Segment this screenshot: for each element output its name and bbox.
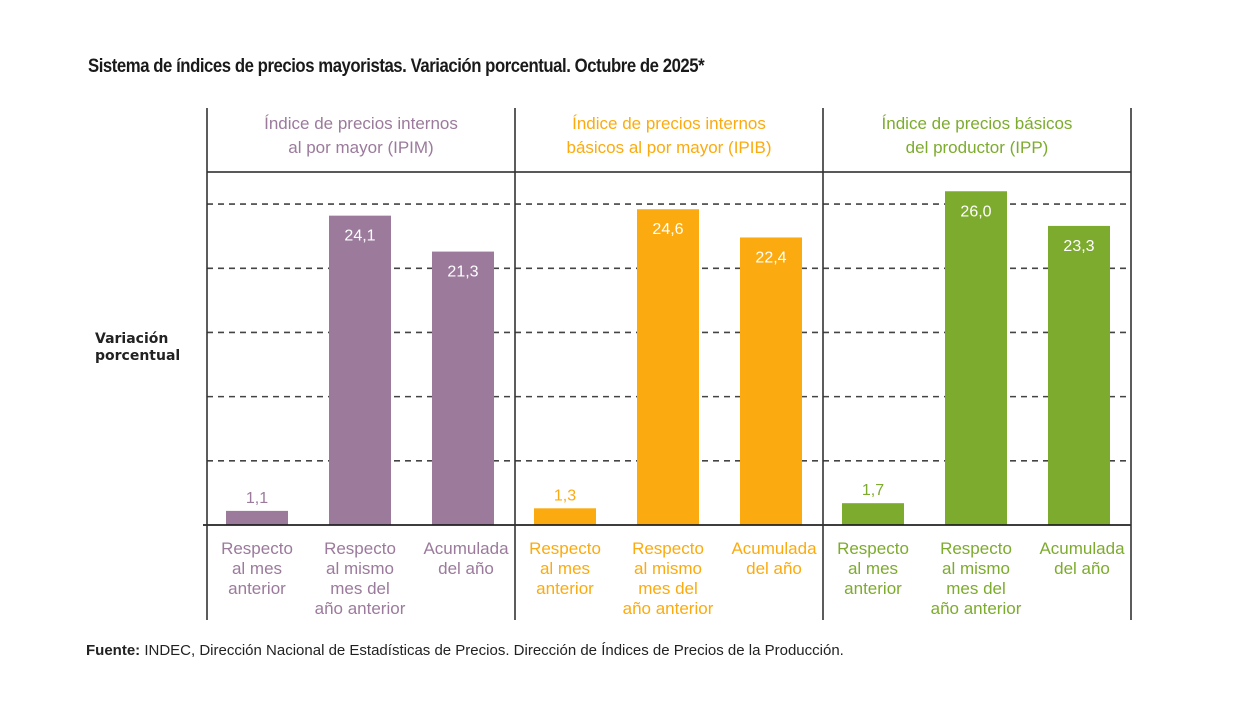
category-label: año anterior — [623, 599, 714, 618]
bar — [945, 191, 1007, 525]
data-label: 1,3 — [554, 487, 576, 504]
bar — [432, 251, 494, 525]
category-label: del año — [746, 559, 802, 578]
bar — [1048, 225, 1110, 525]
panel-header-line: básicos al por mayor (IPIB) — [566, 138, 771, 157]
data-label: 24,1 — [344, 228, 375, 245]
bar — [637, 209, 699, 525]
category-label: mes del — [330, 579, 390, 598]
category-label: al mes — [848, 559, 898, 578]
category-label: anterior — [844, 579, 902, 598]
category-label: Acumulada — [731, 539, 817, 558]
category-label: Respecto — [632, 539, 704, 558]
category-label: Respecto — [324, 539, 396, 558]
bar — [842, 503, 904, 525]
panel-header-line: del productor (IPP) — [906, 138, 1049, 157]
data-label: 21,3 — [447, 264, 478, 281]
category-label: año anterior — [315, 599, 406, 618]
category-label: al mes — [232, 559, 282, 578]
category-label: Respecto — [221, 539, 293, 558]
panel-header-line: Índice de precios internos — [572, 114, 766, 133]
data-label: 24,6 — [652, 221, 683, 238]
category-label: Respecto — [837, 539, 909, 558]
data-label: 1,1 — [246, 490, 268, 507]
category-label: Respecto — [940, 539, 1012, 558]
category-label: al mismo — [942, 559, 1010, 578]
category-label: Acumulada — [423, 539, 509, 558]
data-label: 26,0 — [960, 203, 991, 220]
category-label: del año — [1054, 559, 1110, 578]
bar — [226, 510, 288, 525]
y-axis-label-line: porcentual — [95, 348, 181, 364]
y-axis-label: Variación porcentual — [95, 331, 180, 365]
data-label: 22,4 — [755, 249, 786, 266]
data-label: 23,3 — [1063, 238, 1094, 255]
category-label: mes del — [946, 579, 1006, 598]
category-label: del año — [438, 559, 494, 578]
category-label: Acumulada — [1039, 539, 1125, 558]
category-label: al mes — [540, 559, 590, 578]
category-label: Respecto — [529, 539, 601, 558]
source-text: INDEC, Dirección Nacional de Estadística… — [140, 642, 844, 659]
bar — [534, 508, 596, 525]
panel-header-line: Índice de precios básicos — [882, 114, 1073, 133]
category-label: anterior — [536, 579, 594, 598]
panel-header-line: Índice de precios internos — [264, 114, 458, 133]
data-label: 1,7 — [862, 482, 884, 499]
bar — [329, 215, 391, 526]
source-label: Fuente: — [86, 642, 141, 659]
source-note: Fuente: INDEC, Dirección Nacional de Est… — [86, 642, 844, 659]
category-label: mes del — [638, 579, 698, 598]
bar — [740, 237, 802, 525]
chart-title: Sistema de índices de precios mayoristas… — [88, 56, 705, 77]
category-label: al mismo — [326, 559, 394, 578]
category-label: anterior — [228, 579, 286, 598]
y-axis-label-line: Variación — [95, 331, 169, 347]
panel-header-line: al por mayor (IPIM) — [288, 138, 433, 157]
category-label: al mismo — [634, 559, 702, 578]
category-label: año anterior — [931, 599, 1022, 618]
